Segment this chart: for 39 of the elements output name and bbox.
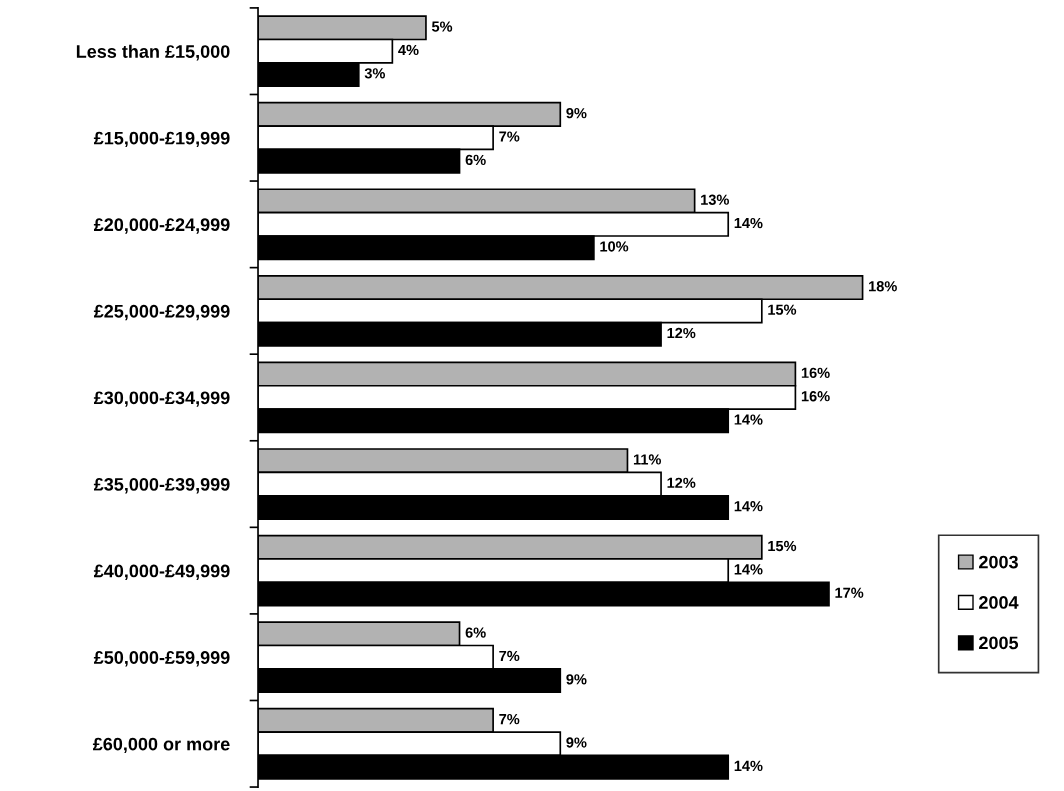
y-tick-label: £30,000-£34,999 <box>93 391 230 407</box>
y-tick-label: £15,000-£19,999 <box>93 131 230 148</box>
data-label: 7% <box>499 131 520 142</box>
legend-label: 2005 <box>979 636 1019 650</box>
data-label: 9% <box>566 737 587 748</box>
y-tick-label: £60,000 or more <box>92 737 230 754</box>
data-label: 14% <box>734 217 763 229</box>
data-label: 10% <box>600 241 629 252</box>
data-label: 11% <box>633 454 662 465</box>
data-label: 14% <box>734 414 763 425</box>
y-tick-label: £35,000-£39,999 <box>93 477 230 494</box>
y-tick-label: £25,000-£29,999 <box>93 304 230 321</box>
y-tick-label: £40,000-£49,999 <box>93 564 230 580</box>
data-label: 14% <box>734 760 763 772</box>
data-label: 9% <box>566 674 587 685</box>
data-label: 13% <box>701 194 729 205</box>
data-label: 7% <box>499 650 520 662</box>
data-label: 15% <box>768 304 797 315</box>
data-label: 7% <box>499 714 520 725</box>
data-label: 6% <box>465 154 486 166</box>
data-label: 18% <box>869 281 897 292</box>
data-label: 15% <box>768 540 797 552</box>
data-label: 5% <box>431 21 453 32</box>
data-label: 12% <box>667 477 696 488</box>
data-label: 16% <box>801 367 830 379</box>
data-label: 9% <box>566 107 587 119</box>
data-label: 14% <box>734 564 763 575</box>
data-label: 12% <box>667 327 696 339</box>
legend-label: 2004 <box>979 596 1019 609</box>
data-label: 3% <box>364 68 386 79</box>
y-tick-label: £50,000-£59,999 <box>93 651 230 667</box>
data-label: 14% <box>734 501 763 512</box>
y-tick-label: £20,000-£24,999 <box>93 218 230 234</box>
data-label: 17% <box>835 587 864 598</box>
data-label: 6% <box>465 627 486 638</box>
data-label: 4% <box>398 44 419 56</box>
legend-label: 2003 <box>979 555 1018 569</box>
y-tick-label: Less than £15,000 <box>76 44 230 61</box>
data-label: 16% <box>801 391 830 402</box>
